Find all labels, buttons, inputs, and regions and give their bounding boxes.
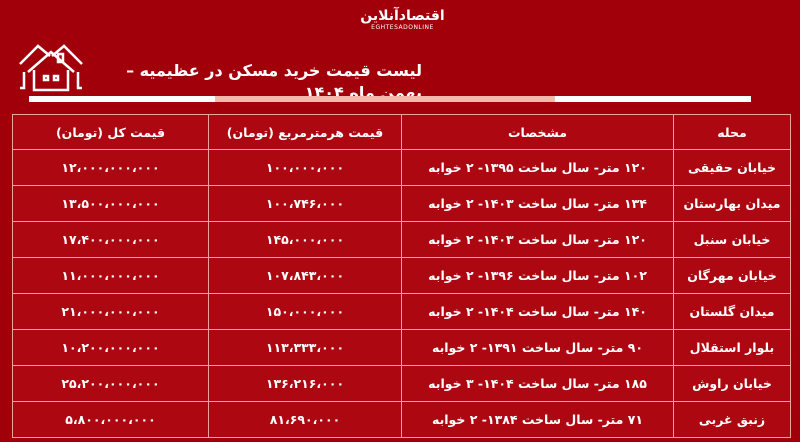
logo-subtext: EGHTESADONLINE: [371, 24, 434, 31]
header-total-price: قیمت کل (تومان): [12, 114, 209, 150]
specs-cell: ۱۳۴ متر- سال ساخت ۱۴۰۳- ۲ خوابه: [401, 185, 674, 222]
neighborhood-cell: خیابان مهرگان: [673, 257, 791, 294]
price-per-sqm-cell: ۱۵۰،۰۰۰،۰۰۰: [208, 293, 402, 330]
table-row: خیابان حقیقی ۱۲۰ متر- سال ساخت ۱۳۹۵- ۲ خو…: [12, 149, 791, 186]
total-price-cell: ۵،۸۰۰،۰۰۰،۰۰۰: [12, 401, 209, 438]
total-price-cell: ۱۱،۰۰۰،۰۰۰،۰۰۰: [12, 257, 209, 294]
neighborhood-cell: میدان بهارستان: [673, 185, 791, 222]
price-per-sqm-cell: ۱۳۶،۲۱۶،۰۰۰: [208, 365, 402, 402]
brand-logo: اقتصادآنلاین EGHTESADONLINE: [335, 8, 470, 32]
price-per-sqm-cell: ۱۴۵،۰۰۰،۰۰۰: [208, 221, 402, 258]
total-price-cell: ۲۱،۰۰۰،۰۰۰،۰۰۰: [12, 293, 209, 330]
price-per-sqm-cell: ۱۱۳،۳۳۳،۰۰۰: [208, 329, 402, 366]
table-row: بلوار استقلال ۹۰ متر- سال ساخت ۱۳۹۱- ۲ خو…: [12, 329, 791, 366]
neighborhood-cell: بلوار استقلال: [673, 329, 791, 366]
neighborhood-cell: میدان گلستان: [673, 293, 791, 330]
price-per-sqm-cell: ۸۱،۶۹۰،۰۰۰: [208, 401, 402, 438]
title-divider: [29, 96, 751, 102]
price-per-sqm-cell: ۱۰۰،۰۰۰،۰۰۰: [208, 149, 402, 186]
specs-cell: ۹۰ متر- سال ساخت ۱۳۹۱- ۲ خوابه: [401, 329, 674, 366]
logo-text: اقتصادآنلاین: [360, 8, 445, 24]
total-price-cell: ۱۳،۵۰۰،۰۰۰،۰۰۰: [12, 185, 209, 222]
header-neighborhood: محله: [673, 114, 791, 150]
table-row: خیابان سنبل ۱۲۰ متر- سال ساخت ۱۴۰۳- ۲ خوا…: [12, 221, 791, 258]
table-row: میدان گلستان ۱۴۰ متر- سال ساخت ۱۴۰۴- ۲ خو…: [12, 293, 791, 330]
price-per-sqm-cell: ۱۰۷،۸۴۳،۰۰۰: [208, 257, 402, 294]
specs-cell: ۷۱ متر- سال ساخت ۱۳۸۴- ۲ خوابه: [401, 401, 674, 438]
houses-icon: [19, 44, 83, 92]
specs-cell: ۱۲۰ متر- سال ساخت ۱۳۹۵- ۲ خوابه: [401, 149, 674, 186]
total-price-cell: ۲۵،۲۰۰،۰۰۰،۰۰۰: [12, 365, 209, 402]
specs-cell: ۱۰۲ متر- سال ساخت ۱۳۹۶- ۲ خوابه: [401, 257, 674, 294]
specs-cell: ۱۲۰ متر- سال ساخت ۱۴۰۳- ۲ خوابه: [401, 221, 674, 258]
total-price-cell: ۱۰،۲۰۰،۰۰۰،۰۰۰: [12, 329, 209, 366]
header-specs: مشخصات: [401, 114, 674, 150]
neighborhood-cell: خیابان سنبل: [673, 221, 791, 258]
total-price-cell: ۱۲،۰۰۰،۰۰۰،۰۰۰: [12, 149, 209, 186]
neighborhood-cell: زنبق غربی: [673, 401, 791, 438]
table-row: خیابان راوش ۱۸۵ متر- سال ساخت ۱۴۰۴- ۳ خوا…: [12, 365, 791, 402]
divider-accent: [215, 96, 555, 102]
table-header-row: محله مشخصات قیمت هرمترمربع (تومان) قیمت …: [12, 114, 791, 150]
specs-cell: ۱۴۰ متر- سال ساخت ۱۴۰۴- ۲ خوابه: [401, 293, 674, 330]
neighborhood-cell: خیابان حقیقی: [673, 149, 791, 186]
neighborhood-cell: خیابان راوش: [673, 365, 791, 402]
table-row: خیابان مهرگان ۱۰۲ متر- سال ساخت ۱۳۹۶- ۲ خ…: [12, 257, 791, 294]
specs-cell: ۱۸۵ متر- سال ساخت ۱۴۰۴- ۳ خوابه: [401, 365, 674, 402]
table-row: میدان بهارستان ۱۳۴ متر- سال ساخت ۱۴۰۳- ۲ …: [12, 185, 791, 222]
price-per-sqm-cell: ۱۰۰،۷۴۶،۰۰۰: [208, 185, 402, 222]
total-price-cell: ۱۷،۴۰۰،۰۰۰،۰۰۰: [12, 221, 209, 258]
table-row: زنبق غربی ۷۱ متر- سال ساخت ۱۳۸۴- ۲ خوابه ۸…: [12, 401, 791, 438]
price-table: محله مشخصات قیمت هرمترمربع (تومان) قیمت …: [12, 114, 791, 438]
header-price-per-sqm: قیمت هرمترمربع (تومان): [208, 114, 402, 150]
